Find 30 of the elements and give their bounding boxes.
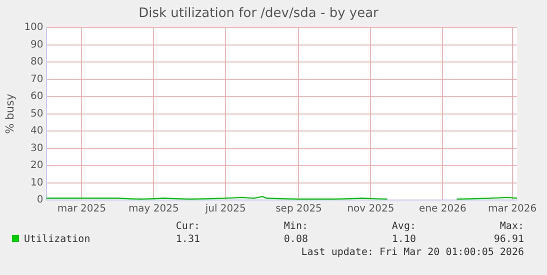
text: Cur: (176, 221, 200, 232)
y-tick-label: 90 (30, 39, 44, 50)
y-tick-label: 20 (30, 160, 44, 172)
y-tick-label: 50 (30, 108, 44, 120)
text: 1.31 (176, 234, 200, 245)
x-tick-label: sep 2025 (276, 204, 322, 215)
x-tick-label: jul 2025 (204, 204, 246, 215)
y-axis-title: % busy (3, 93, 16, 134)
y-tick-label: 10 (30, 177, 44, 188)
x-tick-label: mar 2026 (488, 204, 537, 215)
text: Avg: (392, 221, 416, 232)
y-tick-label: 30 (30, 142, 44, 154)
text: 0.08 (284, 234, 308, 245)
text: 1.10 (392, 234, 416, 245)
legend-label: Utilization (23, 234, 90, 245)
x-tick-label: nov 2025 (347, 204, 394, 215)
y-tick-label: 40 (30, 126, 44, 137)
y-tick-label: 60 (30, 91, 44, 102)
chart-title: Disk utilization for /dev/sda - by year (138, 6, 380, 22)
text: 96.91 (494, 234, 524, 245)
text: Max: (500, 221, 524, 232)
text: Min: (284, 221, 308, 232)
y-tick-label: 100 (24, 22, 44, 34)
text: Last update: Fri Mar 20 01:00:05 2026 (301, 247, 524, 258)
x-tick-label: ene 2026 (419, 204, 466, 215)
x-tick-label: mar 2025 (57, 204, 106, 215)
y-tick-label: 80 (30, 56, 44, 68)
y-tick-label: 70 (30, 74, 44, 85)
y-tick-label: 0 (36, 194, 44, 206)
x-tick-label: may 2025 (128, 204, 179, 215)
